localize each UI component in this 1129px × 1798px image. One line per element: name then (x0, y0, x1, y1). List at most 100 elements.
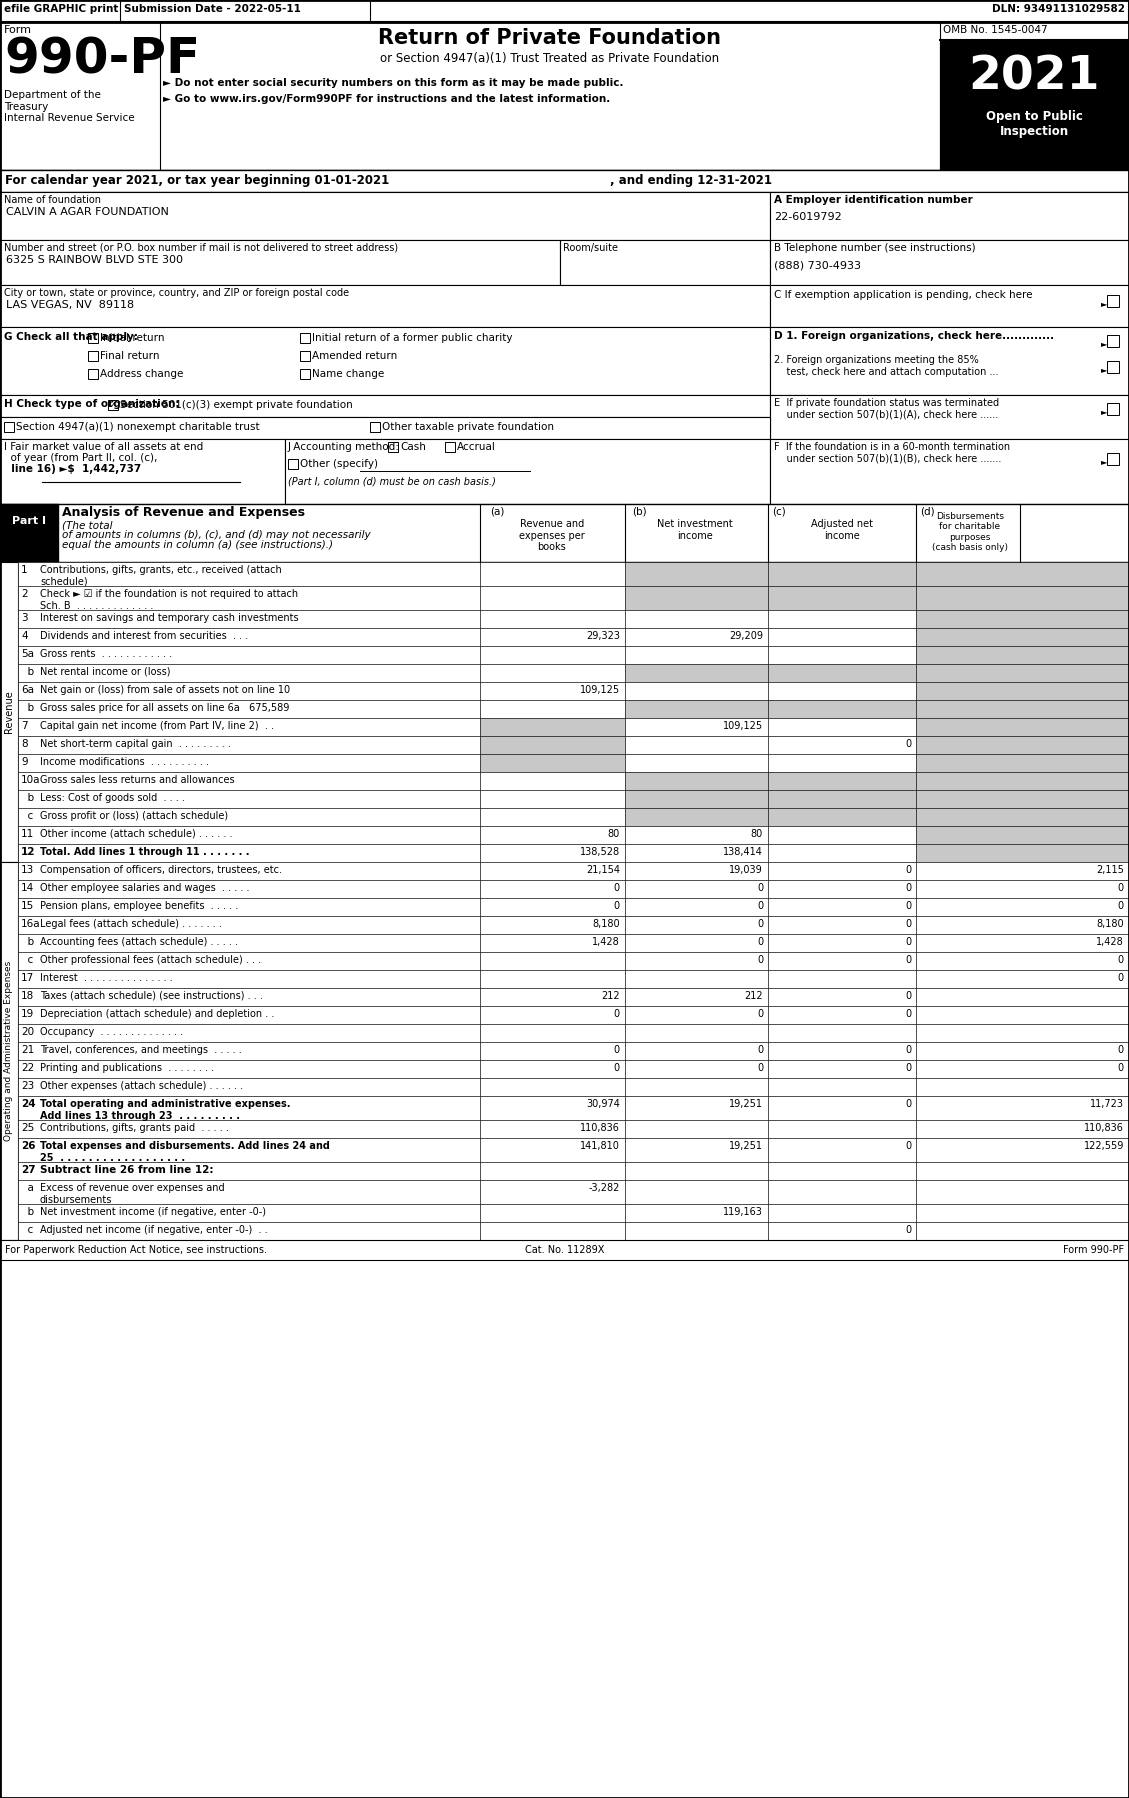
Bar (916, 1007, 1129, 1025)
Bar (916, 1120, 1129, 1138)
Bar (625, 663, 768, 681)
Text: 0: 0 (1118, 1045, 1124, 1055)
Text: Operating and Administrative Expenses: Operating and Administrative Expenses (5, 960, 14, 1142)
Bar (18, 681, 480, 699)
Bar (768, 586, 916, 610)
Text: Net investment income (if negative, enter -0-): Net investment income (if negative, ente… (40, 1206, 266, 1217)
Text: 23: 23 (21, 1081, 34, 1091)
Bar (0, 0, 1129, 22)
Bar (768, 1079, 916, 1097)
Bar (300, 351, 310, 361)
Bar (768, 915, 916, 933)
Bar (288, 458, 298, 469)
Text: 0: 0 (1118, 901, 1124, 912)
Bar (480, 951, 625, 969)
Text: 0: 0 (904, 883, 911, 894)
Text: Capital gain net income (from Part IV, line 2)  . .: Capital gain net income (from Part IV, l… (40, 721, 274, 732)
Text: 21,154: 21,154 (586, 865, 620, 876)
Bar (480, 1061, 625, 1079)
Bar (625, 987, 768, 1007)
Text: 110,836: 110,836 (1084, 1124, 1124, 1133)
Text: 8,180: 8,180 (593, 919, 620, 930)
Bar (480, 735, 625, 753)
Bar (916, 586, 1129, 610)
Bar (18, 610, 480, 628)
Text: 0: 0 (756, 1063, 763, 1073)
Bar (625, 753, 768, 771)
Bar (768, 861, 916, 879)
Text: 212: 212 (744, 991, 763, 1001)
Bar (625, 933, 768, 951)
Bar (625, 807, 768, 825)
Text: E  If private foundation status was terminated
    under section 507(b)(1)(A), c: E If private foundation status was termi… (774, 397, 999, 419)
Bar (480, 1223, 625, 1241)
Text: b: b (21, 703, 34, 714)
Text: G Check all that apply:: G Check all that apply: (5, 333, 138, 342)
Text: Number and street (or P.O. box number if mail is not delivered to street address: Number and street (or P.O. box number if… (5, 243, 399, 254)
Text: 5a: 5a (21, 649, 34, 660)
Bar (625, 1162, 768, 1179)
Bar (768, 681, 916, 699)
Bar (768, 1120, 916, 1138)
Text: Initial return: Initial return (100, 333, 165, 343)
Bar (0, 503, 1129, 563)
Bar (18, 879, 480, 897)
Text: 22-6019792: 22-6019792 (774, 212, 842, 221)
Bar (18, 1162, 480, 1179)
Bar (480, 1120, 625, 1138)
Bar (916, 628, 1129, 645)
Text: 2,115: 2,115 (1096, 865, 1124, 876)
Text: 0: 0 (904, 919, 911, 930)
Text: Compensation of officers, directors, trustees, etc.: Compensation of officers, directors, tru… (40, 865, 282, 876)
Text: Cat. No. 11289X: Cat. No. 11289X (525, 1244, 604, 1255)
Text: ►: ► (1101, 457, 1108, 466)
Text: 141,810: 141,810 (580, 1142, 620, 1151)
Bar (0, 861, 18, 1241)
Text: Net rental income or (loss): Net rental income or (loss) (40, 667, 170, 678)
Bar (480, 789, 625, 807)
Bar (768, 807, 916, 825)
Bar (768, 753, 916, 771)
Text: 19: 19 (21, 1009, 34, 1019)
Text: Gross rents  . . . . . . . . . . . .: Gross rents . . . . . . . . . . . . (40, 649, 172, 660)
Bar (18, 1179, 480, 1205)
Text: Form: Form (5, 25, 32, 34)
Text: J Accounting method:: J Accounting method: (288, 442, 400, 451)
Text: Travel, conferences, and meetings  . . . . .: Travel, conferences, and meetings . . . … (40, 1045, 242, 1055)
Bar (0, 22, 1129, 171)
Text: DLN: 93491131029582: DLN: 93491131029582 (992, 4, 1124, 14)
Bar (916, 699, 1129, 717)
Text: 0: 0 (904, 937, 911, 948)
Bar (18, 807, 480, 825)
Bar (625, 771, 768, 789)
Text: Net investment
income: Net investment income (657, 520, 733, 541)
Bar (768, 1223, 916, 1241)
Bar (768, 843, 916, 861)
Text: 7: 7 (21, 721, 27, 732)
Text: 0: 0 (756, 955, 763, 966)
Text: 8,180: 8,180 (1096, 919, 1124, 930)
Text: C If exemption application is pending, check here: C If exemption application is pending, c… (774, 289, 1033, 300)
Bar (18, 987, 480, 1007)
Text: efile GRAPHIC print: efile GRAPHIC print (5, 4, 119, 14)
Bar (18, 663, 480, 681)
Bar (916, 1097, 1129, 1120)
Bar (770, 239, 1129, 286)
Bar (18, 1138, 480, 1162)
Bar (480, 843, 625, 861)
Bar (916, 1179, 1129, 1205)
Text: 6325 S RAINBOW BLVD STE 300: 6325 S RAINBOW BLVD STE 300 (6, 255, 183, 264)
Text: -3,282: -3,282 (588, 1183, 620, 1194)
Text: c: c (21, 1224, 33, 1235)
Bar (625, 735, 768, 753)
Text: 0: 0 (1118, 883, 1124, 894)
Bar (625, 1043, 768, 1061)
Text: 80: 80 (751, 829, 763, 840)
Text: 2. Foreign organizations meeting the 85%
    test, check here and attach computa: 2. Foreign organizations meeting the 85%… (774, 354, 998, 376)
Text: 0: 0 (1118, 955, 1124, 966)
Bar (480, 933, 625, 951)
Text: 29,323: 29,323 (586, 631, 620, 642)
Bar (916, 933, 1129, 951)
Text: 4: 4 (21, 631, 27, 642)
Bar (916, 879, 1129, 897)
